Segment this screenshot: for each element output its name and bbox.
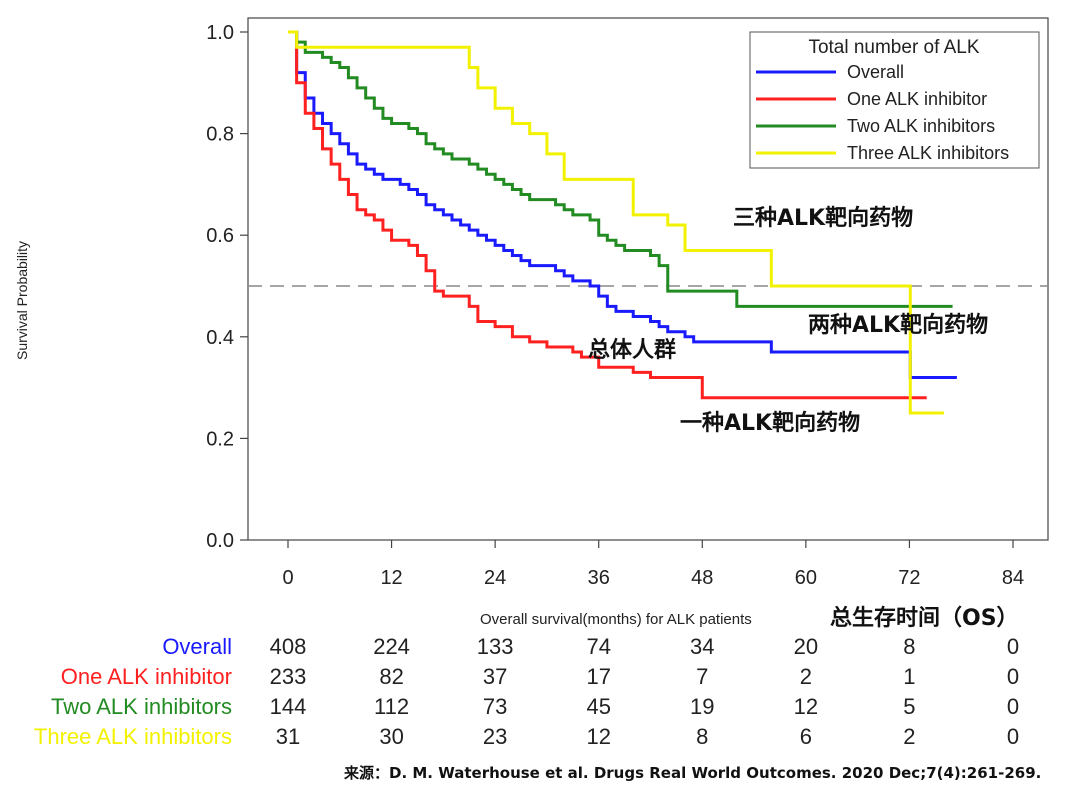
risk-count: 8 <box>903 634 915 659</box>
risk-count: 74 <box>586 634 610 659</box>
x-tick-label: 0 <box>282 567 293 589</box>
series-line-one-alk-inhibitor <box>288 30 927 400</box>
risk-count: 17 <box>586 664 610 689</box>
risk-count: 30 <box>379 724 403 749</box>
plot-frame <box>247 17 1049 541</box>
risk-count: 0 <box>1007 724 1019 749</box>
annotation-one-alk: 一种ALK靶向药物 <box>680 410 860 436</box>
risk-count: 2 <box>800 664 812 689</box>
y-tick-label: 1.0 <box>206 22 234 44</box>
series-line-overall <box>288 30 957 379</box>
risk-count: 408 <box>270 634 307 659</box>
x-axis-label-cn: 总生存时间（OS） <box>830 605 1019 631</box>
x-tick-label: 24 <box>484 567 506 589</box>
risk-count: 12 <box>586 724 610 749</box>
series-layer <box>288 30 957 415</box>
risk-count: 224 <box>373 634 410 659</box>
risk-row-label: Overall <box>162 634 232 659</box>
risk-count: 37 <box>483 664 507 689</box>
series-line-three-alk-inhibitors <box>288 30 944 415</box>
legend-entry: Three ALK inhibitors <box>847 143 1009 163</box>
risk-row-label: One ALK inhibitor <box>61 664 232 689</box>
x-axis-label: Overall survival(months) for ALK patient… <box>480 611 752 628</box>
risk-count: 233 <box>270 664 307 689</box>
annotation-overall: 总体人群 <box>588 337 676 363</box>
y-tick-label: 0.4 <box>206 327 234 349</box>
axis-ticks: 0.0 0.2 0.4 0.6 0.8 1.0 0 12 24 36 48 60 72 84 <box>206 22 1024 589</box>
legend-entry: Two ALK inhibitors <box>847 116 995 136</box>
risk-count: 12 <box>794 694 818 719</box>
risk-count: 31 <box>276 724 300 749</box>
risk-count: 0 <box>1007 694 1019 719</box>
y-axis-label: Survival Probability <box>14 241 30 360</box>
risk-count: 8 <box>696 724 708 749</box>
risk-count: 144 <box>270 694 307 719</box>
x-tick-label: 12 <box>380 567 402 589</box>
series-line-two-alk-inhibitors <box>288 30 953 308</box>
risk-count: 5 <box>903 694 915 719</box>
legend-entry: Overall <box>847 62 904 82</box>
source-citation: 来源：D. M. Waterhouse et al. Drugs Real Wo… <box>343 764 1041 782</box>
annotation-two-alk: 两种ALK靶向药物 <box>808 312 988 338</box>
legend-title: Total number of ALK <box>808 37 979 58</box>
risk-count: 0 <box>1007 634 1019 659</box>
legend-items: Overall One ALK inhibitor Two ALK inhibito… <box>756 62 1009 163</box>
risk-count: 73 <box>483 694 507 719</box>
x-tick-label: 36 <box>588 567 610 589</box>
annotation-three-alk: 三种ALK靶向药物 <box>733 205 913 231</box>
risk-count: 23 <box>483 724 507 749</box>
legend-entry: One ALK inhibitor <box>847 89 987 109</box>
y-tick-label: 0.6 <box>206 225 234 247</box>
y-tick-label: 0.2 <box>206 428 234 450</box>
legend: Total number of ALK Overall One ALK inhib… <box>749 31 1040 169</box>
x-tick-label: 60 <box>795 567 817 589</box>
risk-count: 34 <box>690 634 714 659</box>
risk-row-label: Three ALK inhibitors <box>34 724 232 749</box>
risk-row-label: Two ALK inhibitors <box>51 694 232 719</box>
risk-count: 1 <box>903 664 915 689</box>
risk-count: 20 <box>794 634 818 659</box>
x-tick-label: 72 <box>898 567 920 589</box>
risk-count: 112 <box>374 694 409 719</box>
risk-count: 7 <box>696 664 708 689</box>
risk-count: 19 <box>690 694 714 719</box>
risk-count: 45 <box>586 694 610 719</box>
risk-count: 2 <box>903 724 915 749</box>
y-tick-label: 0.8 <box>206 124 234 146</box>
risk-count: 0 <box>1007 664 1019 689</box>
x-tick-label: 48 <box>691 567 713 589</box>
y-tick-label: 0.0 <box>206 530 234 552</box>
x-tick-label: 84 <box>1002 567 1024 589</box>
risk-count: 133 <box>477 634 514 659</box>
risk-count: 82 <box>379 664 403 689</box>
risk-count: 6 <box>800 724 812 749</box>
